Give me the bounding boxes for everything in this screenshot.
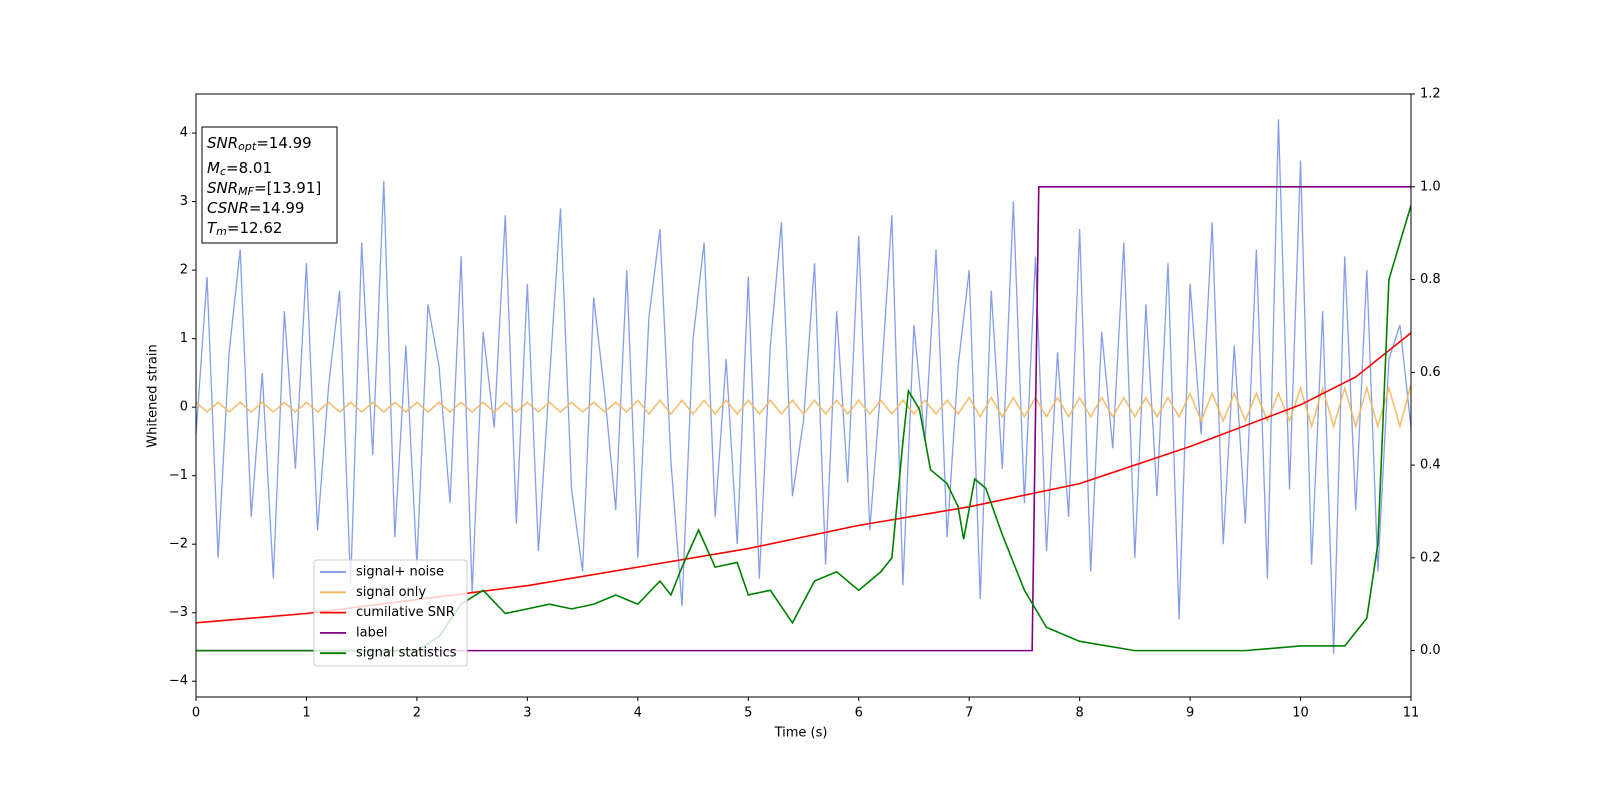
y-axis-label: Whitened strain bbox=[146, 344, 161, 447]
y2-tick-label: 0.6 bbox=[1420, 365, 1441, 380]
x-tick-label: 4 bbox=[634, 706, 642, 721]
y-tick-label: −1 bbox=[169, 468, 188, 483]
y-tick-label: −3 bbox=[169, 605, 188, 620]
series-line bbox=[196, 119, 1411, 654]
annotation-text: =8.01 bbox=[226, 159, 272, 177]
y-tick-label: 3 bbox=[180, 194, 188, 209]
x-tick-label: 7 bbox=[965, 706, 973, 721]
series-line bbox=[196, 185, 1411, 652]
annotation: SNRopt=14.99 bbox=[207, 134, 312, 154]
y2-tick-label: 0.0 bbox=[1420, 643, 1441, 658]
legend-label: label bbox=[356, 625, 387, 640]
y-tick-label: −2 bbox=[169, 537, 188, 552]
y2-tick-label: 0.8 bbox=[1420, 272, 1441, 287]
annotation-symbol: T bbox=[207, 219, 218, 237]
annotation-sub: opt bbox=[238, 140, 257, 153]
annotation: SNRMF=[13.91] bbox=[207, 179, 321, 199]
annotation-sub: c bbox=[220, 165, 226, 178]
annotation-text: =[13.91] bbox=[254, 179, 321, 197]
annotation-text: =14.99 bbox=[256, 134, 312, 152]
legend-label: signal only bbox=[356, 585, 426, 600]
annotation-symbol: M bbox=[207, 159, 220, 177]
series-line bbox=[196, 384, 1411, 430]
x-tick-label: 9 bbox=[1186, 706, 1194, 721]
y-tick-label: 4 bbox=[180, 126, 188, 141]
annotation-symbol: SNR bbox=[207, 179, 238, 197]
x-tick-label: 6 bbox=[855, 706, 863, 721]
y-tick-label: 0 bbox=[180, 400, 188, 415]
annotation-text: =12.62 bbox=[227, 219, 283, 237]
annotation: Mc=8.01 bbox=[207, 159, 272, 179]
annotation-symbol: SNR bbox=[207, 134, 238, 152]
y-tick-label: −4 bbox=[169, 674, 188, 689]
plot-frame bbox=[195, 93, 1412, 698]
legend-label: cumilative SNR bbox=[356, 605, 455, 620]
x-axis-label: Time (s) bbox=[774, 726, 828, 741]
x-tick-label: 3 bbox=[523, 706, 531, 721]
y2-tick-label: 0.2 bbox=[1420, 550, 1441, 565]
x-tick-label: 2 bbox=[413, 706, 421, 721]
x-tick-label: 1 bbox=[302, 706, 310, 721]
annotation-box bbox=[201, 126, 338, 244]
legend-label: signal+ noise bbox=[356, 565, 444, 580]
annotation-symbol: CSNR bbox=[207, 199, 249, 217]
y2-tick-label: 1.0 bbox=[1420, 179, 1441, 194]
x-tick-label: 5 bbox=[744, 706, 752, 721]
y2-tick-label: 1.2 bbox=[1420, 87, 1441, 102]
x-tick-label: 10 bbox=[1292, 706, 1309, 721]
legend-box bbox=[313, 559, 468, 667]
annotation-text: =14.99 bbox=[249, 199, 305, 217]
x-tick-label: 8 bbox=[1075, 706, 1083, 721]
x-tick-label: 11 bbox=[1403, 706, 1420, 721]
annotation: CSNR=14.99 bbox=[207, 199, 304, 217]
x-tick-label: 0 bbox=[192, 706, 200, 721]
series-line bbox=[196, 205, 1411, 652]
y-tick-label: 1 bbox=[180, 331, 188, 346]
y-tick-label: 2 bbox=[180, 263, 188, 278]
annotation: Tm=12.62 bbox=[207, 219, 282, 239]
y2-tick-label: 0.4 bbox=[1420, 458, 1441, 473]
annotation-sub: MF bbox=[238, 185, 254, 198]
legend-label: signal statistics bbox=[356, 646, 457, 661]
annotation-sub: m bbox=[216, 225, 227, 238]
